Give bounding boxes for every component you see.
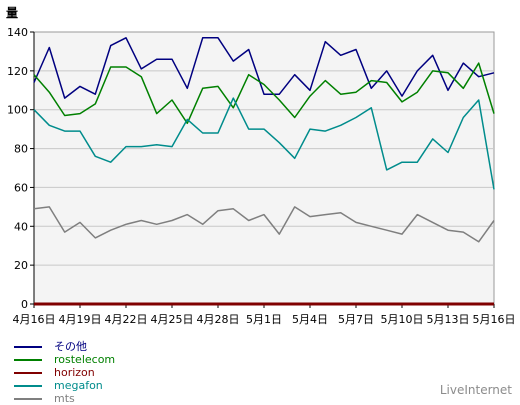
legend-label: rostelecom (54, 353, 116, 366)
y-tick-label: 140 (7, 26, 28, 39)
y-tick-label: 120 (7, 65, 28, 78)
series-line-5 (33, 206, 495, 243)
legend-swatch (14, 359, 42, 361)
series-lines (33, 37, 495, 306)
line-chart: 0 20 40 60 80 100 120 140 4月16日 4月19日 4月22日 4月25日 4… (6, 6, 516, 326)
x-axis: 4月16日 4月19日 4月22日 4月25日 4月28日 5月1日 5月4日 5月7日 5月1… (13, 303, 516, 326)
grid-lines (34, 70, 494, 266)
x-tick-label: 5月13日 (427, 313, 470, 326)
legend-label: mts (54, 392, 75, 405)
x-tick-label: 5月10日 (381, 313, 424, 326)
x-tick-label: 4月28日 (197, 313, 240, 326)
series-line-2 (33, 62, 495, 125)
plot-area (33, 31, 495, 305)
legend-label: horizon (54, 366, 95, 379)
legend-swatch (14, 398, 42, 400)
x-tick-label: 5月4日 (292, 313, 328, 326)
y-tick-label: 20 (14, 259, 28, 272)
y-tick-label: 40 (14, 220, 28, 233)
y-axis: 0 20 40 60 80 100 120 140 (7, 26, 35, 311)
y-axis-label: 量 (6, 6, 18, 20)
liveinternet-brand: LiveInternet (439, 383, 512, 397)
x-tick-label: 5月16日 (473, 313, 516, 326)
plot-background (33, 31, 495, 305)
legend-swatch (14, 372, 42, 374)
legend-swatch (14, 346, 42, 348)
x-tick-label: 4月22日 (105, 313, 148, 326)
series-line-1 (33, 37, 495, 99)
x-tick-label: 5月7日 (338, 313, 374, 326)
x-tick-label: 4月19日 (59, 313, 102, 326)
x-tick-label: 5月1日 (246, 313, 282, 326)
x-tick-label: 4月25日 (151, 313, 194, 326)
y-tick-label: 60 (14, 181, 28, 194)
y-tick-label: 0 (21, 298, 28, 311)
legend-label: その他 (54, 340, 87, 353)
series-line-4 (33, 97, 495, 190)
legend-swatch (14, 385, 42, 387)
x-tick-label: 4月16日 (13, 313, 56, 326)
legend-label: megafon (54, 379, 103, 392)
y-tick-label: 80 (14, 143, 28, 156)
y-tick-label: 100 (7, 104, 28, 117)
